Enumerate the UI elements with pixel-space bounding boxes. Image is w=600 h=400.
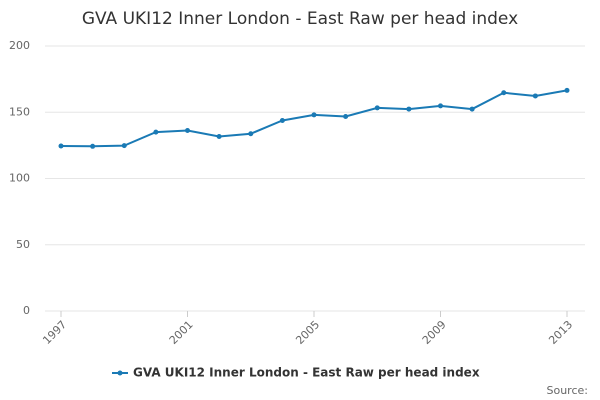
point (532, 93, 538, 99)
point (248, 131, 254, 137)
point (121, 143, 127, 149)
y-tick-label: 50 (16, 238, 30, 251)
y-tick-label: 0 (23, 304, 30, 317)
point (311, 112, 317, 118)
x-tick-label: 1997 (40, 318, 69, 347)
point (469, 106, 475, 112)
legend-label: GVA UKI12 Inner London - East Raw per he… (133, 366, 480, 380)
point (216, 133, 222, 139)
y-tick-label: 200 (9, 39, 30, 52)
y-tick-label: 150 (9, 105, 30, 118)
point (185, 128, 190, 134)
point (374, 105, 380, 111)
point (343, 113, 349, 119)
point (564, 87, 570, 93)
point (153, 129, 159, 135)
x-tick-label: 2009 (420, 318, 449, 347)
line (60, 89, 568, 148)
point (438, 103, 443, 109)
chart-title: GVA UKI12 Inner London - East Raw per he… (82, 9, 518, 29)
point (406, 106, 412, 112)
source: Source: (547, 384, 589, 397)
y-tick-label: 100 (9, 172, 30, 185)
point (279, 117, 285, 123)
legend-marker (117, 370, 123, 376)
point (90, 143, 96, 149)
point (501, 90, 507, 96)
x-tick-label: 2013 (546, 318, 575, 347)
x-tick-label: 2005 (293, 318, 322, 347)
point (58, 143, 64, 149)
x-tick-label: 2001 (167, 318, 196, 347)
